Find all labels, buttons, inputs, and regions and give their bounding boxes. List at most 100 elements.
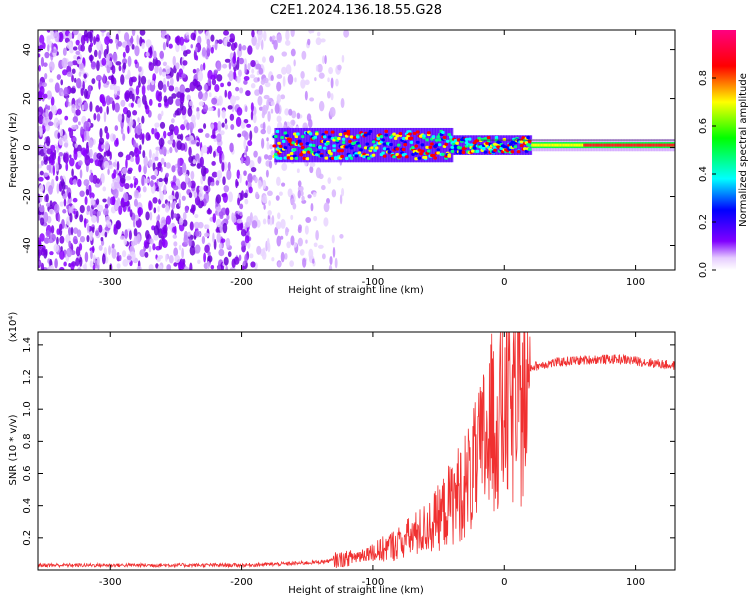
spectrogram-cell — [320, 38, 326, 43]
carrier-cell — [332, 144, 337, 148]
spectrogram-cell — [269, 217, 273, 226]
carrier-cell — [433, 156, 438, 160]
spectrogram-cell — [67, 227, 72, 236]
carrier-cell — [379, 135, 384, 139]
spectrogram-cell — [249, 159, 255, 170]
carrier-halo — [293, 127, 296, 163]
spectrogram-cell — [63, 86, 69, 97]
carrier-cell — [368, 129, 373, 134]
spectrogram-cell — [73, 150, 78, 161]
carrier-cell — [385, 147, 390, 152]
spectrogram-cell — [43, 159, 48, 165]
spectrogram-cell — [236, 75, 241, 84]
spectrogram-cell — [168, 223, 172, 230]
carrier-peak — [662, 143, 665, 147]
spectrogram-cell — [109, 85, 113, 90]
spectrogram-cell — [116, 90, 121, 96]
carrier-peak — [649, 143, 652, 147]
spectrogram-cell — [164, 205, 170, 213]
spectrogram-cell — [98, 79, 101, 90]
spectrogram-cell — [50, 144, 56, 152]
spectrogram-cell — [131, 30, 136, 37]
spectrogram-cell — [139, 249, 146, 258]
spectrogram-cell — [69, 154, 72, 159]
spectrogram-cell — [141, 85, 146, 96]
spectrogram-cell — [124, 182, 130, 190]
spectrogram-cell — [92, 174, 98, 184]
spectrogram-cell — [225, 207, 230, 216]
carrier-cell — [414, 157, 419, 161]
carrier-cell — [493, 142, 498, 146]
spectrogram-cell — [213, 150, 216, 158]
spectrogram-cell — [158, 239, 163, 250]
spectrogram-cell — [211, 97, 218, 105]
spectrogram-cell — [244, 198, 249, 205]
spectrogram-cell — [304, 79, 310, 86]
carrier-cell — [437, 138, 442, 142]
spectrogram-cell — [222, 192, 228, 203]
spectrogram-cell — [173, 241, 178, 247]
spectrogram-cell — [68, 32, 73, 40]
spectrogram-cell — [236, 218, 243, 224]
spectrogram-cell — [71, 60, 78, 66]
carrier-cell — [285, 134, 290, 138]
spectrogram-cell — [149, 46, 153, 56]
spectrogram-cell — [239, 221, 244, 231]
spectrogram-cell — [318, 72, 325, 79]
spectrogram-cell — [227, 161, 231, 172]
spectrogram-cell — [244, 235, 250, 244]
spectrogram-cell — [102, 208, 109, 216]
spectrogram-cell — [94, 159, 100, 167]
carrier-cell — [398, 132, 403, 136]
spectrogram-cell — [263, 204, 266, 210]
spectrogram-cell — [222, 222, 228, 234]
carrier-cell — [382, 147, 387, 151]
carrier-cell — [436, 148, 441, 152]
carrier-peak — [591, 143, 594, 147]
spectrogram-y-tick-label: 0 — [22, 144, 33, 150]
carrier-peak — [577, 143, 580, 147]
spectrogram-cell — [72, 197, 78, 203]
carrier-halo — [381, 127, 384, 163]
colorbar-gradient — [712, 30, 736, 270]
spectrogram-cell — [88, 139, 94, 149]
carrier-halo — [441, 127, 444, 163]
spectrogram-cell — [297, 189, 301, 199]
spectrogram-cell — [166, 149, 170, 155]
carrier-cell — [305, 142, 310, 146]
spectrogram-cell — [41, 82, 48, 88]
spectrogram-cell — [119, 235, 125, 240]
carrier-cell — [437, 143, 442, 147]
spectrogram-cell — [127, 55, 132, 67]
carrier-cell — [359, 148, 364, 152]
spectrogram-cell — [132, 218, 136, 228]
spectrogram-cell — [261, 111, 265, 119]
spectrogram-cell — [180, 181, 187, 191]
spectrogram-cell — [179, 36, 185, 46]
spectrogram-cell — [257, 156, 262, 164]
spectrogram-cell — [196, 106, 200, 113]
spectrogram-cell — [228, 191, 233, 203]
spectrogram-cell — [169, 77, 174, 86]
carrier-halo — [368, 127, 372, 163]
snr-x-tick-label: 0 — [501, 577, 507, 588]
spectrogram-cell — [240, 229, 247, 237]
spectrogram-cell — [57, 132, 61, 140]
carrier-cell — [355, 141, 360, 145]
spectrogram-cell — [157, 80, 164, 91]
spectrogram-cell — [254, 176, 258, 184]
carrier-cell — [409, 136, 414, 140]
spectrogram-cell — [86, 205, 91, 212]
spectrogram-cell — [263, 30, 267, 42]
spectrogram-cell — [115, 219, 122, 230]
spectrogram-cell — [256, 245, 262, 255]
spectrogram-cell — [89, 101, 93, 113]
spectrogram-cell — [162, 42, 166, 51]
carrier-halo — [283, 127, 287, 163]
spectrogram-cell — [43, 147, 47, 154]
carrier-peak — [603, 143, 607, 147]
spectrogram-cell — [317, 244, 324, 249]
spectrogram-cell — [155, 149, 159, 159]
spectrogram-cell — [44, 72, 48, 80]
spectrogram-cell — [281, 162, 288, 172]
